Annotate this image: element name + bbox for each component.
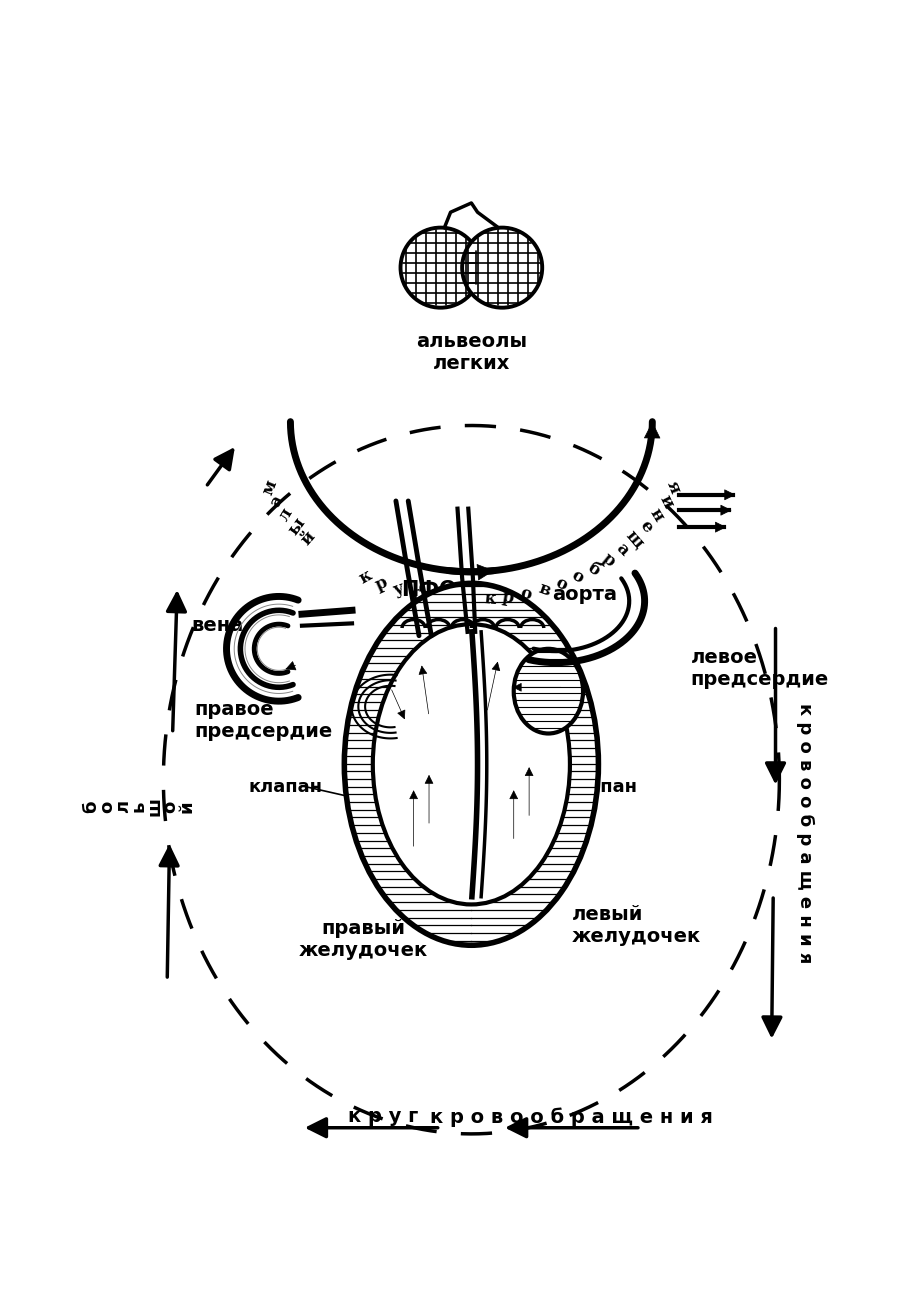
Text: клапан: клапан — [563, 779, 638, 797]
Text: к: к — [483, 590, 496, 608]
Text: о: о — [519, 584, 534, 603]
Text: левый
желудочек: левый желудочек — [572, 906, 700, 946]
Text: у: у — [391, 580, 406, 599]
Ellipse shape — [373, 624, 570, 905]
Ellipse shape — [514, 649, 583, 733]
Text: альвеолы
легких: альвеолы легких — [415, 332, 527, 373]
Text: а: а — [612, 540, 632, 559]
Text: правый
желудочек: правый желудочек — [299, 919, 428, 961]
Text: вена: вена — [191, 616, 244, 636]
Text: к р у г: к р у г — [347, 1108, 418, 1127]
Text: левое
предсердие: левое предсердие — [691, 647, 829, 689]
Text: о: о — [552, 573, 570, 594]
Circle shape — [401, 227, 481, 308]
Text: к р о в о о б р а щ е н и я: к р о в о о б р а щ е н и я — [430, 1108, 713, 1127]
Text: е: е — [637, 517, 656, 536]
Text: р: р — [501, 588, 516, 607]
Text: м: м — [259, 477, 280, 497]
Text: г: г — [409, 585, 424, 603]
Text: о: о — [569, 567, 586, 588]
Circle shape — [462, 227, 542, 308]
Text: б
о
л
ь
ш
о
й: б о л ь ш о й — [82, 797, 196, 816]
Text: ПФО: ПФО — [402, 580, 457, 599]
Ellipse shape — [345, 584, 598, 945]
Text: клапан: клапан — [248, 779, 322, 797]
Text: правое
предсердие: правое предсердие — [194, 699, 333, 741]
Text: к р о в о о б р а щ е н и я: к р о в о о б р а щ е н и я — [796, 703, 814, 963]
Text: я: я — [664, 478, 684, 497]
Text: и: и — [655, 491, 676, 511]
Text: ы: ы — [285, 515, 308, 538]
Text: н: н — [646, 504, 667, 524]
Text: а: а — [267, 493, 287, 510]
Text: й: й — [298, 529, 318, 549]
Text: аорта: аорта — [552, 585, 618, 604]
Text: л: л — [276, 504, 296, 524]
Text: щ: щ — [622, 526, 647, 551]
Text: в: в — [536, 580, 552, 599]
Text: б: б — [584, 559, 603, 578]
Text: к: к — [356, 567, 375, 588]
Text: р: р — [373, 573, 391, 594]
Text: р: р — [598, 550, 618, 571]
